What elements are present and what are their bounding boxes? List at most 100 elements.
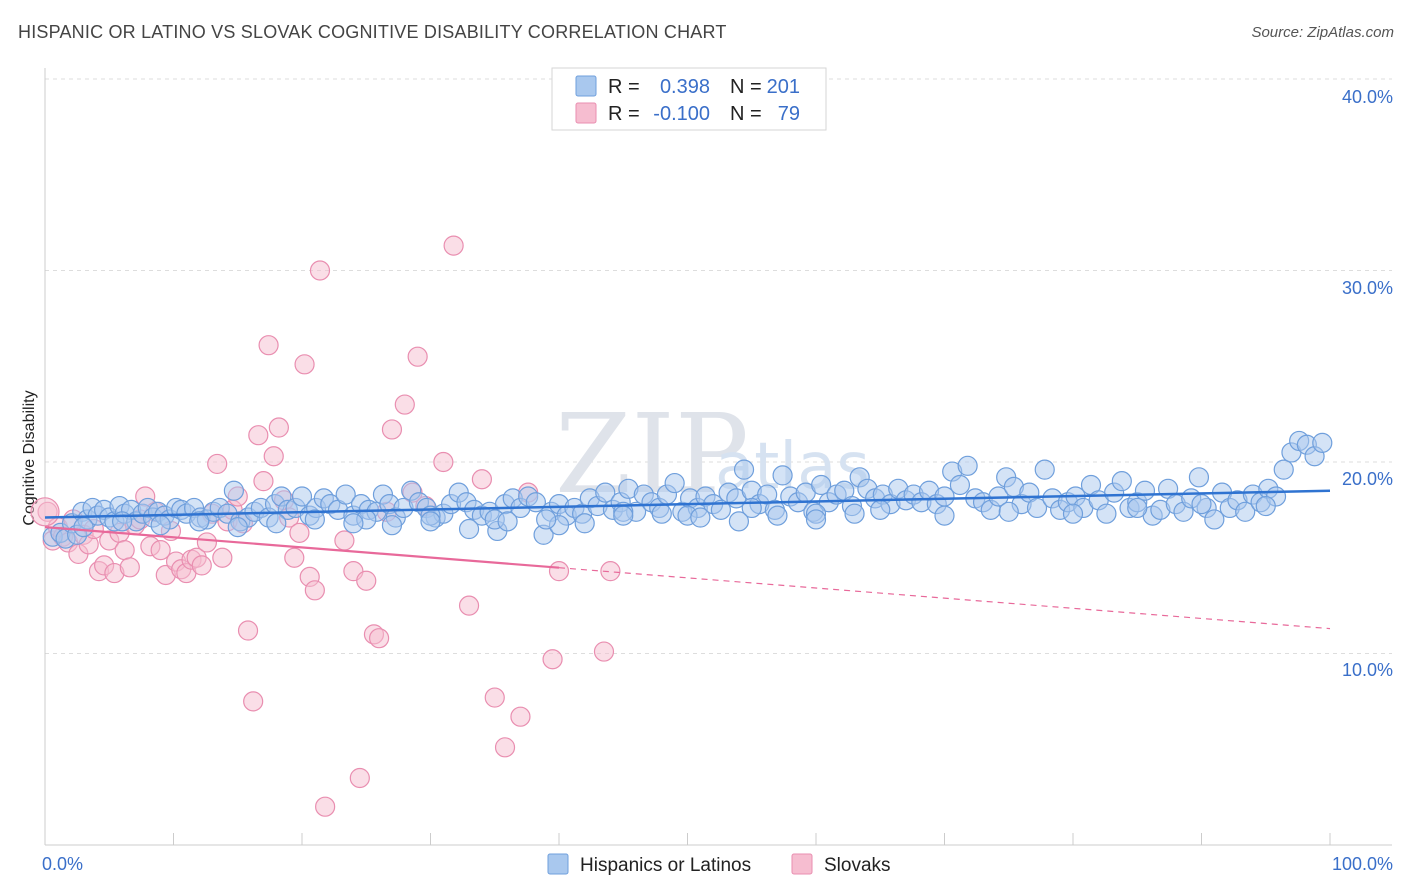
hispanics-point: [150, 515, 171, 536]
x-tick-label-max: 100.0%: [1332, 854, 1393, 874]
hispanics-point: [664, 472, 685, 494]
legend-r-value-slovaks: -0.100: [653, 103, 710, 125]
slovaks-point: [369, 628, 390, 649]
slovaks-point: [253, 471, 274, 492]
hispanics-point: [1034, 459, 1055, 480]
trend-lines: [44, 489, 1331, 630]
hispanics-point: [949, 474, 971, 496]
legend-n-value-hispanics: 201: [767, 76, 800, 98]
slovaks-point: [30, 497, 60, 527]
legend-r-value-hispanics: 0.398: [660, 76, 710, 98]
hispanics-point: [574, 513, 595, 534]
hispanics-point: [767, 505, 788, 526]
slovaks-point: [289, 522, 310, 543]
legend-r-label: R =: [608, 76, 640, 98]
hispanics-point: [335, 484, 356, 505]
slovaks-point: [593, 641, 615, 662]
slovaks-point: [263, 446, 284, 467]
hispanics-point: [497, 511, 518, 532]
hispanics-point: [1134, 480, 1156, 501]
slovaks-point: [237, 620, 259, 641]
slovaks-point: [394, 394, 415, 415]
slovaks-point: [309, 260, 331, 281]
slovaks-point: [510, 706, 531, 727]
slovaks-point: [356, 570, 377, 591]
hispanics-point: [805, 509, 827, 530]
hispanics-point: [1255, 495, 1276, 517]
y-axis-label: Cognitive Disability: [21, 390, 38, 525]
slovaks-point: [315, 796, 336, 817]
hispanics-point: [710, 499, 732, 520]
grid-layer: [45, 78, 1392, 654]
y-tick-labels: 10.0% 20.0% 30.0% 40.0%: [1342, 87, 1393, 680]
hispanics-point: [420, 511, 441, 532]
hispanics-point: [1096, 503, 1117, 524]
y-tick-label: 30.0%: [1342, 278, 1393, 298]
hispanics-point: [595, 482, 616, 503]
slovaks-point: [294, 354, 315, 375]
bottom-legend-label-slovaks: Slovaks: [824, 855, 891, 876]
hispanics-point: [1111, 471, 1132, 492]
hispanics-point: [1062, 503, 1084, 524]
bottom-legend: Hispanics or Latinos Slovaks: [547, 853, 891, 876]
hispanics-point: [957, 455, 978, 476]
legend-n-label: N =: [730, 76, 762, 98]
slovaks-point: [471, 469, 492, 490]
hispanics-point: [304, 509, 325, 530]
slovaks-point: [542, 649, 563, 670]
hispanics-point: [291, 486, 313, 507]
hispanics-point: [613, 505, 634, 526]
trend-line-hispanics: [44, 489, 1331, 519]
slovaks-point: [248, 425, 269, 446]
hispanics-point: [1188, 467, 1210, 488]
legend-n-label: N =: [730, 103, 762, 125]
slovaks-point: [484, 687, 505, 708]
hispanics-point: [1235, 501, 1256, 522]
bottom-legend-swatch-slovaks: [791, 853, 813, 875]
hispanics-point: [1127, 497, 1148, 519]
legend-swatch-slovaks: [575, 102, 597, 124]
trend-line-slovaks: [44, 526, 560, 569]
hispanics-point: [343, 513, 364, 534]
hispanics-point: [381, 515, 403, 536]
slovaks-point: [600, 561, 621, 582]
hispanics-point: [1273, 459, 1294, 480]
slovaks-point: [196, 532, 218, 553]
legend-swatch-hispanics: [575, 75, 597, 97]
hispanics-point: [1312, 432, 1333, 453]
legend-n-value-slovaks: 79: [778, 103, 800, 125]
hispanics-point: [934, 505, 955, 526]
hispanics-point: [998, 501, 1019, 522]
slovaks-point: [334, 530, 355, 551]
trend-line-slovaks-extension: [558, 567, 1331, 630]
chart-source: Source: ZipAtlas.com: [1251, 24, 1394, 41]
legend-frame: [551, 67, 827, 131]
x-tick-label-min: 0.0%: [42, 854, 83, 874]
y-tick-label: 20.0%: [1342, 469, 1393, 489]
slovaks-point: [212, 547, 233, 568]
hispanics-point: [651, 503, 672, 524]
slovaks-point: [150, 539, 171, 561]
slovaks-point: [268, 417, 289, 438]
slovaks-point: [304, 580, 325, 601]
hispanics-point: [1204, 509, 1225, 530]
slovaks-point: [548, 561, 570, 582]
chart-title: HISPANIC OR LATINO VS SLOVAK COGNITIVE D…: [18, 22, 727, 42]
x-tick-labels: 0.0% 100.0%: [42, 854, 1393, 874]
hispanics-point: [728, 511, 750, 532]
hispanics-point: [536, 509, 557, 530]
slovaks-point: [243, 691, 264, 712]
hispanics-point: [458, 518, 480, 540]
slovaks-point: [381, 419, 403, 440]
slovaks-point: [494, 737, 516, 758]
bottom-legend-label-hispanics: Hispanics or Latinos: [580, 855, 751, 876]
hispanics-point: [223, 480, 244, 501]
hispanics-point: [870, 499, 891, 520]
axis-layer: [44, 68, 1392, 846]
hispanics-point: [266, 513, 287, 534]
slovaks-point: [407, 346, 428, 367]
slovaks-point: [114, 539, 135, 561]
hispanics-point: [1026, 497, 1048, 519]
hispanics-point: [189, 511, 210, 532]
